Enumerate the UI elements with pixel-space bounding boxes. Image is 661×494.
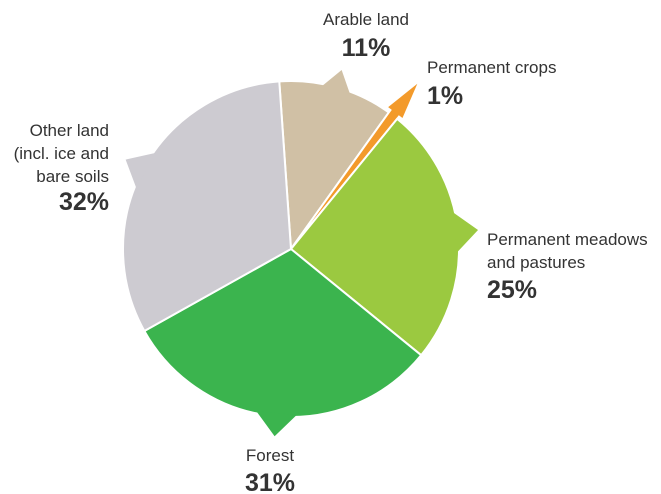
- slice-label-2-line-1: Permanent crops: [427, 58, 556, 77]
- slice-value-label-2: 1%: [427, 82, 463, 110]
- slice-label-5-line-3: bare soils: [36, 167, 109, 186]
- slice-value-label-1: 11%: [342, 34, 391, 62]
- slice-pointer-3: [452, 212, 479, 253]
- slice-pointer-1: [322, 70, 350, 94]
- slice-label-3-line-2: and pastures: [487, 253, 585, 272]
- slice-label-5-line-2: (incl. ice and: [14, 144, 109, 163]
- slice-value-label-3: 25%: [487, 276, 537, 304]
- slice-label-5-line-1: Other land: [30, 121, 109, 140]
- slice-value-label-5: 32%: [59, 188, 109, 216]
- slice-value-label-4: 31%: [245, 469, 295, 494]
- slice-pointer-5: [125, 152, 156, 189]
- slice-pointer-2: [388, 83, 418, 119]
- slice-label-4-line-1: Forest: [246, 446, 294, 465]
- slice-pointer-4: [256, 411, 297, 437]
- slice-labels: Arable land 11% Permanent crops 1% Permanent…: [14, 10, 648, 494]
- pie-slices: [122, 80, 460, 418]
- slice-label-3-line-1: Permanent meadows: [487, 230, 648, 249]
- label-pointers: [125, 70, 479, 437]
- slice-label-1-line-1: Arable land: [323, 10, 409, 29]
